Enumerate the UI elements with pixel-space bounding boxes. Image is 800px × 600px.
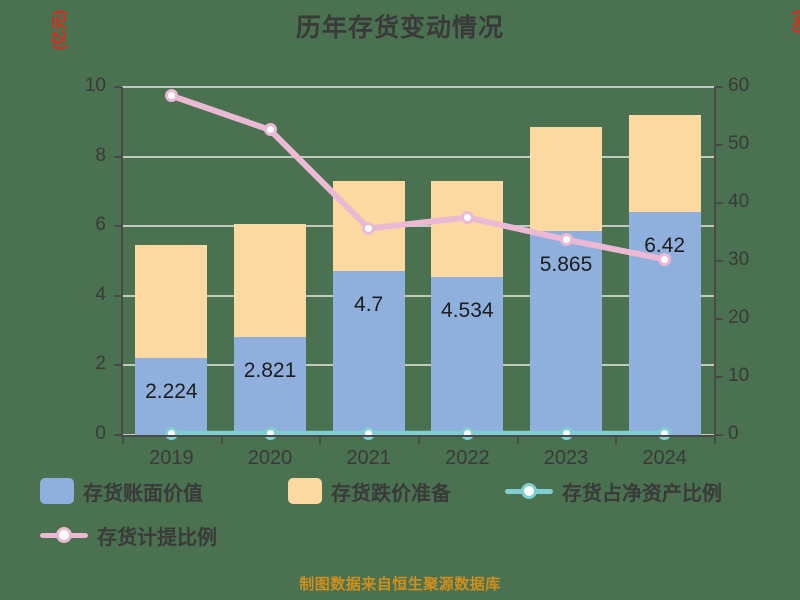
- legend-row-primary: 存货账面价值 存货跌价准备 存货占净资产比例: [0, 472, 800, 510]
- legend-row-secondary: 存货计提比例: [0, 516, 800, 554]
- left-axis-tick-label: 2: [95, 353, 106, 375]
- right-axis-tick: [716, 202, 723, 204]
- marker-net-asset-ratio-2023[interactable]: [559, 426, 573, 440]
- gridline: [122, 155, 714, 158]
- marker-net-asset-ratio-2021[interactable]: [362, 426, 376, 440]
- legend-item-2[interactable]: 存货占净资产比例: [505, 472, 722, 510]
- plot-area: 2.224 2.821 4.7 4.534 5.865 6.42: [122, 86, 714, 440]
- bar-provision-2020[interactable]: [234, 224, 306, 337]
- marker-net-asset-ratio-2024[interactable]: [658, 426, 672, 440]
- left-axis-tick: [114, 225, 121, 228]
- legend-item-0[interactable]: 存货账面价值: [40, 472, 203, 510]
- left-axis-tick-label: 4: [95, 283, 106, 305]
- legend-item-1[interactable]: 存货跌价准备: [288, 472, 451, 510]
- x-axis-line: [121, 435, 715, 437]
- gridline: [122, 364, 714, 367]
- marker-provision-ratio-2019[interactable]: [164, 89, 178, 103]
- right-axis-line: [714, 87, 716, 436]
- legend-label-1: 存货跌价准备: [331, 482, 451, 505]
- bar-provision-2019[interactable]: [135, 245, 208, 358]
- left-axis-tick-label: 10: [84, 75, 106, 96]
- right-axis-tick-label: 30: [728, 249, 750, 270]
- left-axis-tick: [114, 364, 121, 367]
- left-axis-tick: [114, 434, 121, 436]
- right-axis-tick: [716, 86, 723, 88]
- bar-book-value-2020[interactable]: [234, 336, 306, 435]
- legend-swatch-icon: [40, 478, 74, 504]
- legend-line-icon: [40, 524, 88, 546]
- source-note: 制图数据来自恒生聚源数据库: [299, 576, 501, 593]
- bar-book-value-2022[interactable]: [431, 277, 504, 435]
- right-axis-tick: [716, 144, 723, 146]
- right-axis-tick-label: 20: [728, 307, 750, 328]
- bar-provision-2024[interactable]: [628, 114, 701, 212]
- left-axis-tick-label: 6: [95, 214, 106, 236]
- legend-item-3[interactable]: 存货计提比例: [40, 516, 217, 554]
- left-axis-line: [121, 87, 123, 436]
- right-axis-tick-label: 40: [728, 191, 750, 212]
- bar-provision-2023[interactable]: [530, 126, 602, 231]
- x-axis-tick: [220, 437, 223, 444]
- right-axis-tick: [716, 376, 723, 378]
- x-axis-tick: [418, 437, 420, 444]
- bar-value-label-2019: 2.224: [145, 379, 198, 403]
- bar-book-value-2019[interactable]: [135, 357, 208, 435]
- left-axis-tick-label: 8: [95, 144, 106, 166]
- x-axis-tick: [714, 437, 716, 444]
- legend-line-icon: [505, 480, 553, 502]
- page-title: 历年存货变动情况: [295, 14, 504, 42]
- legend-label-3: 存货计提比例: [97, 526, 217, 549]
- right-axis-tick-label: 50: [728, 133, 750, 154]
- marker-provision-ratio-2021[interactable]: [362, 222, 376, 236]
- x-axis-tick: [516, 437, 519, 444]
- left-axis-unit-label: (亿元): [51, 10, 68, 50]
- bar-value-label-2022: 4.534: [441, 299, 494, 323]
- right-axis-tick: [716, 260, 723, 262]
- bar-book-value-2021[interactable]: [332, 271, 405, 435]
- gridline: [122, 86, 714, 88]
- bar-value-label-2021: 4.7: [354, 293, 384, 317]
- left-axis-tick: [114, 155, 121, 158]
- x-axis-label-2019: 2019: [149, 447, 194, 469]
- left-axis-tick: [114, 86, 121, 88]
- bar-book-value-2023[interactable]: [530, 230, 602, 435]
- legend-label-2: 存货占净资产比例: [562, 482, 722, 505]
- marker-net-asset-ratio-2019[interactable]: [164, 426, 178, 440]
- right-axis-unit-label: (%): [790, 10, 800, 34]
- right-axis-tick: [716, 318, 723, 320]
- x-axis-label-2023: 2023: [543, 447, 589, 469]
- marker-provision-ratio-2022[interactable]: [460, 211, 474, 224]
- legend-swatch-icon: [288, 478, 322, 504]
- x-axis-label-2022: 2022: [445, 447, 490, 469]
- x-axis-tick: [122, 437, 124, 444]
- left-axis-tick-label: 0: [95, 423, 106, 444]
- right-axis-tick-label: 0: [728, 423, 739, 444]
- bar-value-label-2020: 2.821: [243, 358, 297, 382]
- marker-provision-ratio-2024[interactable]: [658, 252, 672, 266]
- right-axis-tick-label: 60: [728, 75, 750, 96]
- x-axis-label-2020: 2020: [247, 447, 293, 469]
- marker-net-asset-ratio-2022[interactable]: [460, 426, 474, 440]
- gridline: [122, 225, 714, 228]
- marker-net-asset-ratio-2020[interactable]: [263, 426, 277, 440]
- marker-provision-ratio-2023[interactable]: [559, 233, 573, 247]
- gridline: [122, 294, 714, 297]
- right-axis-tick: [716, 434, 723, 436]
- marker-provision-ratio-2020[interactable]: [263, 123, 277, 137]
- legend-label-0: 存货账面价值: [83, 482, 203, 505]
- left-axis-tick: [114, 294, 121, 297]
- bar-value-label-2024: 6.42: [644, 233, 686, 257]
- x-axis-tick: [319, 437, 322, 444]
- x-axis-tick: [615, 437, 618, 444]
- right-axis-tick-label: 10: [728, 365, 750, 386]
- bar-provision-2022[interactable]: [431, 180, 504, 278]
- x-axis-label-2021: 2021: [346, 447, 391, 469]
- bar-value-label-2023: 5.865: [539, 252, 593, 276]
- x-axis-label-2024: 2024: [642, 447, 687, 469]
